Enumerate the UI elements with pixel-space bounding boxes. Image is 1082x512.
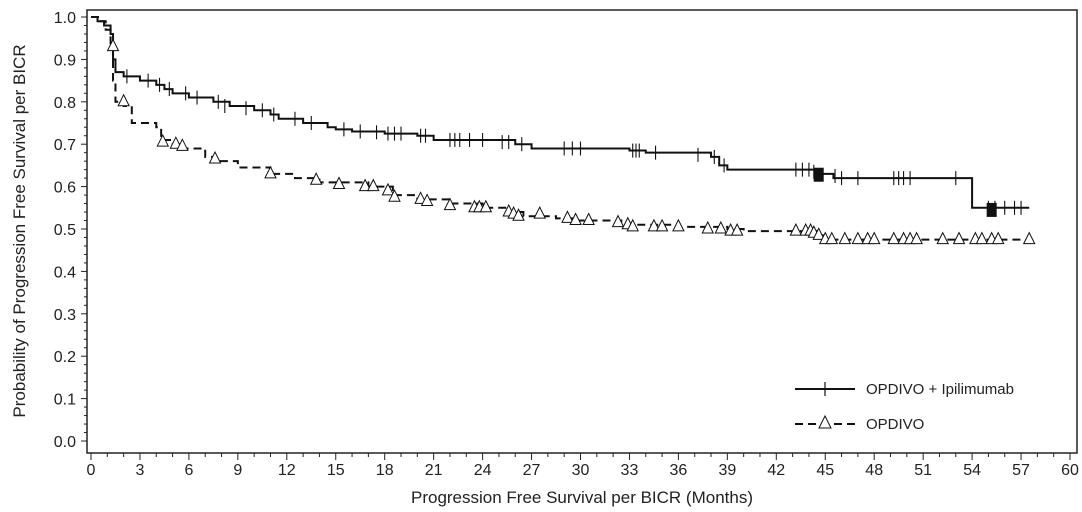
censor-triangle-mark (789, 223, 803, 236)
censor-cluster-mark (986, 202, 997, 217)
censor-triangle-mark (730, 223, 744, 236)
y-tick-label: 0.2 (54, 349, 76, 366)
x-tick-label: 27 (523, 462, 541, 479)
y-tick-label: 0.1 (54, 392, 76, 409)
x-tick-label: 6 (184, 462, 193, 479)
x-tick-label: 60 (1061, 462, 1079, 479)
censor-triangle-mark (701, 220, 715, 234)
series-line-combo (91, 16, 1030, 209)
censor-triangle-mark (851, 231, 865, 245)
x-axis: 0 3 6 9 12 15 18 21 24 27 30 33 36 39 42 45 48 51 54 57 60 (87, 453, 1079, 479)
legend-item-mono: OPDIVO (795, 414, 924, 433)
censor-triangle-mark (332, 176, 346, 189)
x-tick-label: 48 (865, 462, 883, 479)
legend-label-combo: OPDIVO + Ipilimumab (866, 381, 1014, 398)
censor-triangle-mark (867, 231, 881, 245)
x-tick-label: 51 (914, 462, 932, 479)
censor-triangle-mark (512, 208, 525, 221)
series-layer (91, 16, 1030, 241)
y-tick-label: 0.9 (54, 52, 76, 69)
censor-triangle-mark (991, 231, 1005, 245)
censor-triangle-mark (208, 150, 222, 164)
y-tick-label: 0.8 (54, 95, 76, 112)
x-tick-label: 36 (670, 462, 688, 479)
legend-label-mono: OPDIVO (866, 416, 924, 433)
censor-triangle-mark (443, 197, 457, 211)
censor-triangle-mark (936, 231, 950, 245)
censor-triangle-mark (672, 218, 685, 232)
censor-triangle-mark (812, 227, 826, 240)
censor-triangle-mark (388, 189, 401, 202)
censor-triangle-mark (714, 220, 728, 234)
censor-triangle-mark (582, 212, 595, 226)
x-tick-label: 18 (376, 462, 394, 479)
censor-triangle-mark (655, 218, 669, 232)
censor-triangle-mark (381, 182, 395, 196)
censor-triangle-mark (952, 231, 966, 245)
censor-triangle-mark (611, 214, 625, 228)
y-tick-label: 1.0 (54, 10, 76, 27)
censor-cluster-mark (813, 167, 824, 182)
x-tick-label: 33 (621, 462, 639, 479)
x-tick-label: 21 (425, 462, 443, 479)
censor-triangle-mark (156, 133, 170, 147)
censor-triangle-mark (647, 218, 661, 232)
x-tick-label: 9 (233, 462, 242, 479)
censor-triangle-mark (366, 178, 380, 192)
censor-triangle-mark (358, 178, 372, 192)
censor-triangle-mark (975, 231, 989, 245)
censor-triangle-mark (479, 199, 493, 213)
series-line-mono (91, 16, 1030, 241)
censor-triangle-mark (910, 231, 923, 245)
censor-triangle-mark (117, 93, 130, 107)
censor-triangle-mark (626, 218, 640, 232)
censor-triangle-mark (561, 210, 574, 223)
censor-triangle-mark (825, 231, 839, 245)
censor-triangle-mark (106, 38, 120, 52)
y-axis-title: Probability of Progression Free Survival… (10, 44, 29, 417)
legend-item-combo: OPDIVO + Ipilimumab (795, 381, 1014, 398)
x-tick-label: 3 (135, 462, 144, 479)
censor-triangle-mark (420, 193, 434, 206)
censor-triangle-mark (887, 231, 901, 245)
x-axis-title: Progression Free Survival per BICR (Mont… (411, 488, 753, 507)
censor-triangle-mark (569, 212, 582, 226)
x-tick-label: 15 (327, 462, 345, 479)
x-tick-label: 39 (718, 462, 736, 479)
y-tick-label: 0.5 (54, 222, 76, 239)
x-tick-label: 12 (278, 462, 296, 479)
y-tick-label: 0.6 (54, 180, 76, 197)
legend: OPDIVO + Ipilimumab OPDIVO (795, 381, 1014, 433)
censor-triangle-mark (169, 136, 183, 149)
x-tick-label: 0 (87, 462, 96, 479)
censor-triangle-mark (176, 138, 189, 151)
y-axis: 0.0 0.1 0.2 0.3 0.4 0.5 0.6 0.7 0.8 0.9 1.0 (54, 10, 87, 451)
legend-censor-triangle-icon (818, 414, 832, 429)
y-tick-label: 0.4 (54, 264, 76, 281)
y-tick-label: 0.0 (54, 434, 76, 451)
plot-frame (86, 9, 1078, 454)
y-tick-label: 0.3 (54, 307, 76, 324)
y-tick-label: 0.7 (54, 137, 76, 154)
x-tick-label: 42 (767, 462, 785, 479)
censor-triangle-mark (264, 165, 277, 179)
x-tick-label: 45 (816, 462, 834, 479)
x-tick-label: 30 (572, 462, 590, 479)
x-tick-label: 54 (963, 462, 981, 479)
censor-marks (106, 38, 1036, 245)
censor-triangle-mark (1022, 231, 1036, 245)
x-tick-label: 57 (1012, 462, 1030, 479)
censor-triangle-mark (309, 172, 323, 185)
x-tick-label: 24 (474, 462, 492, 479)
censor-triangle-mark (414, 191, 427, 204)
censor-triangle-mark (838, 231, 852, 245)
censor-triangle-mark (533, 206, 547, 219)
